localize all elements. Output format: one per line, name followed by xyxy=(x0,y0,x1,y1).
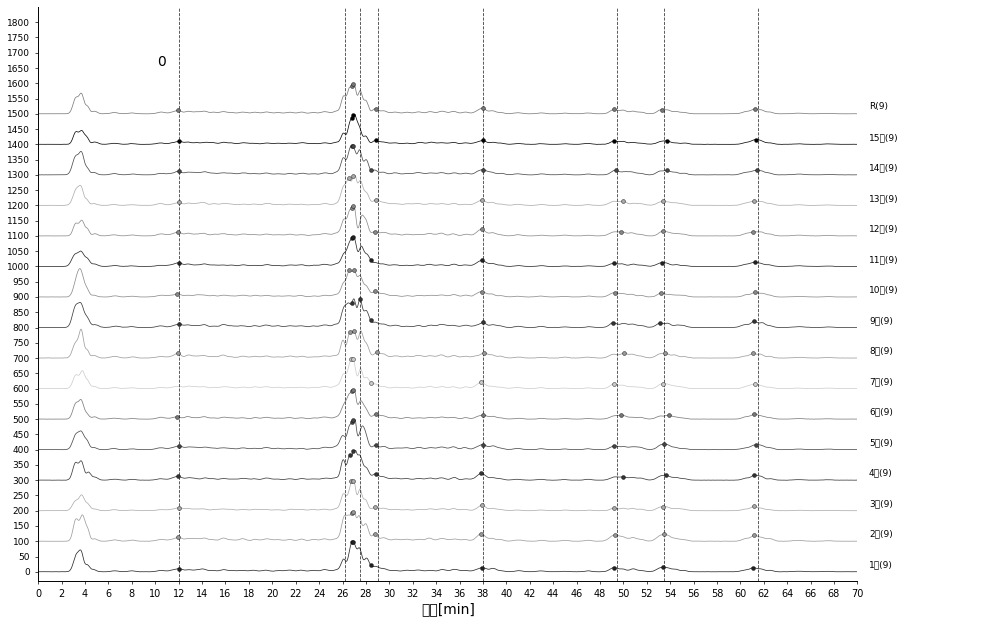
Text: 10批(9): 10批(9) xyxy=(869,285,899,295)
Text: 8批(9): 8批(9) xyxy=(869,346,893,356)
Text: 14批(9): 14批(9) xyxy=(869,163,899,173)
Text: 0: 0 xyxy=(157,55,166,69)
Text: 2批(9): 2批(9) xyxy=(869,530,893,539)
Text: 6批(9): 6批(9) xyxy=(869,407,893,417)
Text: 9批(9): 9批(9) xyxy=(869,316,893,325)
Text: 15批(9): 15批(9) xyxy=(869,133,899,142)
Text: R(9): R(9) xyxy=(869,102,888,112)
Text: 5批(9): 5批(9) xyxy=(869,438,893,447)
Text: 13批(9): 13批(9) xyxy=(869,194,899,203)
Text: 4批(9): 4批(9) xyxy=(869,468,893,478)
Text: 11批(9): 11批(9) xyxy=(869,255,899,264)
Text: 3批(9): 3批(9) xyxy=(869,499,893,508)
Text: 1批(9): 1批(9) xyxy=(869,560,893,569)
Text: 7批(9): 7批(9) xyxy=(869,377,893,386)
X-axis label: 时间[min]: 时间[min] xyxy=(421,602,475,616)
Text: 12批(9): 12批(9) xyxy=(869,224,899,234)
